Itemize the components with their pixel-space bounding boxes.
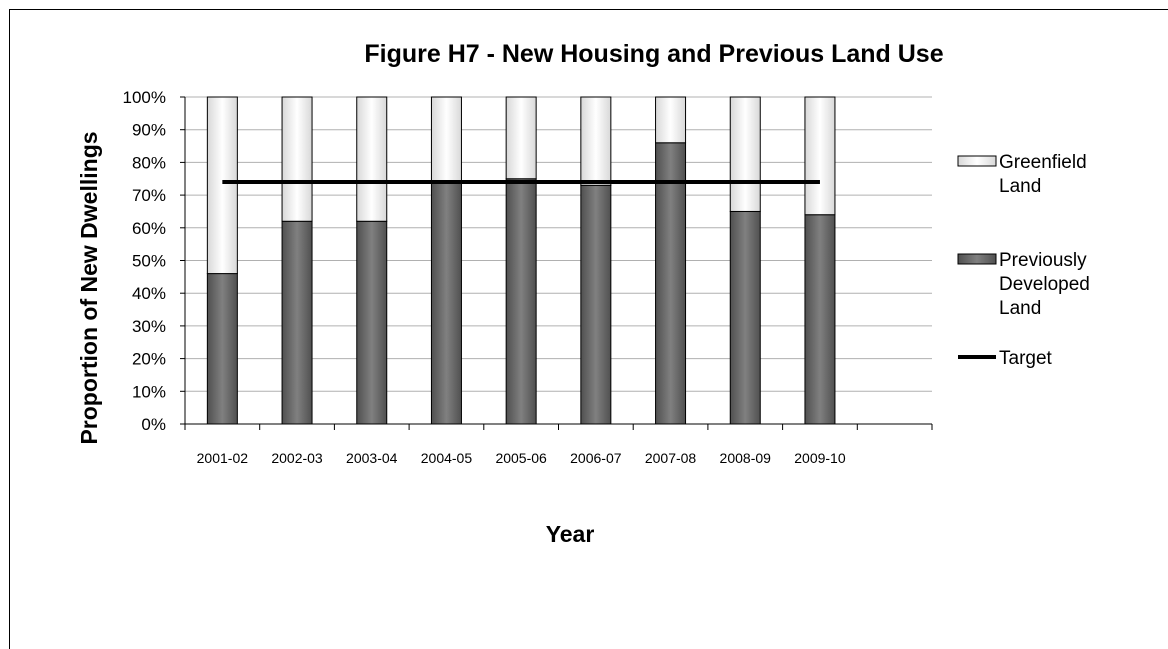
y-tick-label: 60% — [132, 219, 166, 238]
x-tick-label: 2008-09 — [720, 450, 772, 466]
legend-swatch — [957, 155, 997, 167]
bar-segment — [505, 96, 537, 180]
bar-segment — [804, 96, 836, 216]
bar-segment — [281, 220, 313, 425]
legend-label: Land — [999, 176, 1041, 197]
y-axis-title: Proportion of New Dwellings — [76, 131, 102, 444]
legend-label: Developed — [999, 274, 1090, 295]
legend-label: Previously — [999, 250, 1087, 271]
y-tick-label: 70% — [132, 186, 166, 205]
x-tick-label: 2001-02 — [197, 450, 249, 466]
bar-segment — [729, 210, 761, 425]
y-tick-label: 20% — [132, 350, 166, 369]
y-tick-label: 50% — [132, 252, 166, 271]
bar-segment — [206, 96, 238, 275]
legend-label: Land — [999, 298, 1041, 319]
x-tick-label: 2003-04 — [346, 450, 398, 466]
bar-segment — [580, 96, 612, 186]
chart: Figure H7 - New Housing and Previous Lan… — [76, 40, 1090, 547]
bar-segment — [430, 96, 462, 183]
bar-segment — [430, 181, 462, 425]
y-tick-label: 90% — [132, 121, 166, 140]
y-tick-labels: 0% 10% 20% 30% 40% 50% 60% 70% 80% 90% 100% — [123, 88, 166, 434]
bar-segment — [804, 214, 836, 425]
chart-title: Figure H7 - New Housing and Previous Lan… — [364, 40, 943, 68]
y-tick-label: 0% — [141, 415, 166, 434]
chart-frame — [9, 9, 1168, 649]
bar-segment — [281, 96, 313, 222]
x-tick-label: 2005-06 — [495, 450, 547, 466]
x-tick-labels: 2001-02 2002-03 2003-04 2004-05 2005-06 2006-… — [197, 450, 846, 466]
bar-segment — [206, 273, 238, 425]
x-tick-label: 2007-08 — [645, 450, 697, 466]
y-tick-label: 30% — [132, 317, 166, 336]
bars — [206, 96, 836, 425]
x-tick-label: 2002-03 — [271, 450, 323, 466]
x-tick-label: 2004-05 — [421, 450, 473, 466]
x-axis-title: Year — [546, 521, 595, 547]
legend: Greenfield Land Previously Developed Land Tar… — [957, 152, 1090, 369]
y-tick-label: 100% — [123, 88, 166, 107]
bar-segment — [505, 178, 537, 425]
bar-segment — [729, 96, 761, 212]
y-tick-label: 10% — [132, 382, 166, 401]
bar-segment — [580, 184, 612, 425]
legend-label: Greenfield — [999, 152, 1087, 173]
legend-swatch — [957, 253, 997, 265]
bar-segment — [655, 142, 687, 425]
bar-segment — [356, 220, 388, 425]
bar-segment — [356, 96, 388, 222]
y-tick-label: 80% — [132, 153, 166, 172]
axes — [180, 96, 933, 430]
x-tick-label: 2009-10 — [794, 450, 846, 466]
legend-label: Target — [999, 348, 1053, 369]
y-tick-label: 40% — [132, 284, 166, 303]
bar-segment — [655, 96, 687, 144]
x-tick-label: 2006-07 — [570, 450, 622, 466]
